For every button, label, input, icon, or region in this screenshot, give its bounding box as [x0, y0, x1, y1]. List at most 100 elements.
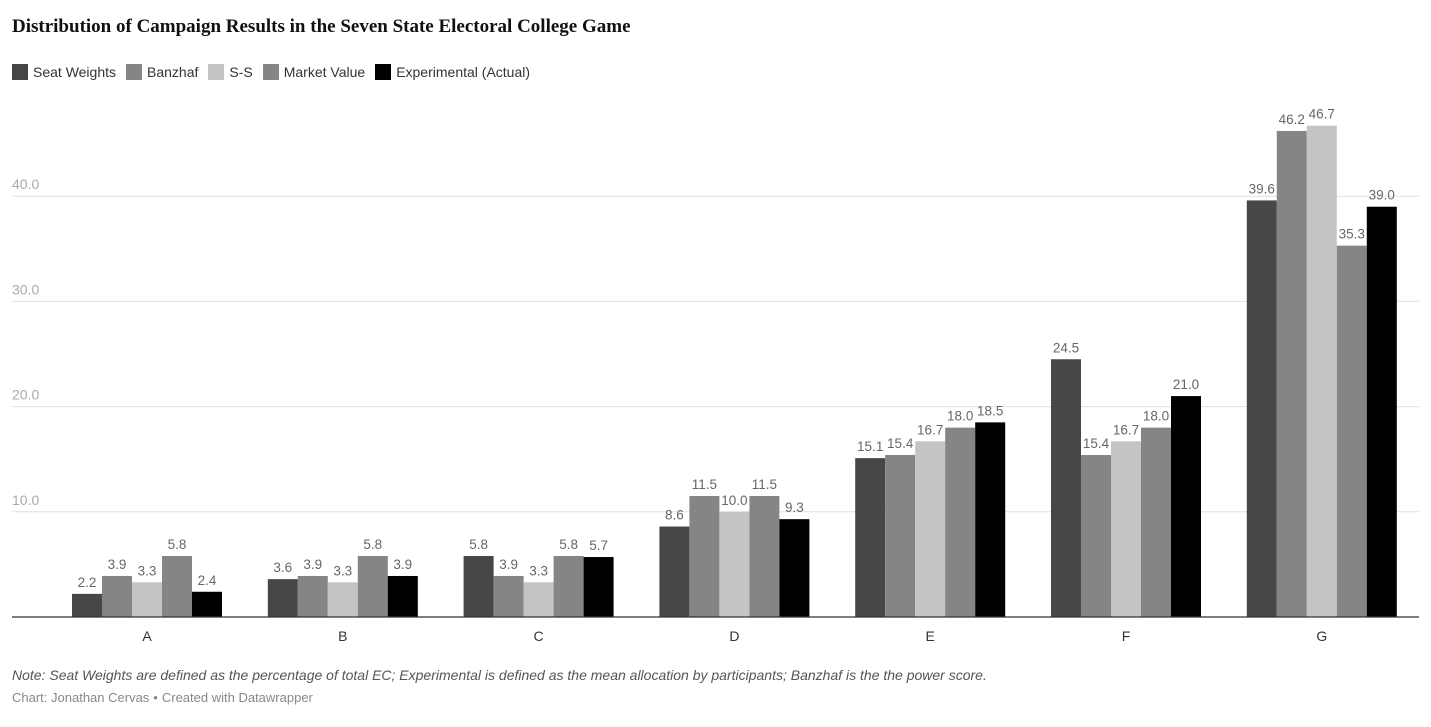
y-tick-label: 40.0	[12, 176, 39, 192]
legend-swatch	[208, 64, 225, 80]
x-tick-label: G	[1316, 628, 1327, 644]
data-label: 5.8	[168, 537, 187, 552]
bar	[327, 582, 358, 617]
x-tick-label: D	[729, 628, 739, 644]
bar	[1276, 130, 1307, 617]
credit-author: Chart: Jonathan Cervas	[12, 690, 150, 705]
data-label: 21.0	[1173, 377, 1199, 392]
x-tick-label: C	[534, 628, 544, 644]
bar	[357, 555, 388, 617]
legend: Seat Weights Banzhaf S-S Market Value Ex…	[12, 64, 540, 80]
data-label: 15.4	[887, 436, 914, 451]
data-label: 18.5	[977, 403, 1003, 418]
chart-credit: Chart: Jonathan Cervas • Created with Data…	[12, 690, 313, 705]
data-label: 46.2	[1279, 112, 1305, 127]
legend-item-seat-weights: Seat Weights	[12, 64, 116, 80]
bar	[975, 422, 1006, 617]
legend-label: S-S	[229, 64, 253, 80]
data-label: 3.9	[393, 557, 412, 572]
legend-item-market-value: Market Value	[262, 64, 366, 80]
legend-swatch	[375, 64, 392, 80]
data-label: 39.6	[1249, 181, 1275, 196]
bar	[749, 496, 780, 617]
chart-note: Note: Seat Weights are defined as the pe…	[12, 667, 987, 683]
bar	[553, 555, 584, 617]
bar	[1141, 427, 1171, 617]
bar	[493, 575, 524, 617]
data-label: 3.3	[529, 563, 548, 578]
bar	[1111, 441, 1141, 617]
credit-tool: Created with Datawrapper	[161, 690, 313, 705]
data-label: 2.4	[198, 573, 217, 588]
chart-title: Distribution of Campaign Results in the …	[12, 16, 631, 37]
bar	[387, 575, 418, 617]
data-label: 24.5	[1053, 340, 1079, 355]
data-label: 16.7	[1113, 422, 1139, 437]
data-label: 3.3	[138, 563, 157, 578]
bar-chart: 10.0 20.0 30.0 40.0 2.2 3.6 5.8 8.6 15.1 24.5 39.6…	[12, 107, 1419, 644]
data-label: 16.7	[917, 422, 943, 437]
bar	[1246, 200, 1277, 617]
data-label: 3.9	[108, 557, 127, 572]
data-label: 18.0	[1143, 409, 1169, 424]
legend-label: Market Value	[283, 64, 366, 80]
bar	[1306, 125, 1337, 617]
bar	[1336, 245, 1367, 618]
bar	[855, 458, 886, 617]
bar	[162, 555, 192, 617]
bar	[1171, 396, 1201, 617]
data-label: 5.7	[589, 538, 608, 553]
legend-item-s-s: S-S	[208, 64, 253, 80]
legend-label: Experimental (Actual)	[396, 64, 531, 80]
data-label: 39.0	[1369, 188, 1395, 203]
data-label: 5.8	[363, 537, 382, 552]
legend-swatch	[262, 64, 279, 80]
data-label: 8.6	[665, 508, 684, 523]
x-tick-label: A	[142, 628, 152, 644]
data-label: 10.0	[721, 493, 747, 508]
x-tick-label: B	[338, 628, 347, 644]
data-label: 5.8	[469, 537, 488, 552]
y-tick-label: 10.0	[12, 492, 39, 508]
data-label: 9.3	[785, 500, 804, 515]
legend-item-experimental: Experimental (Actual)	[375, 64, 530, 80]
bar	[267, 579, 298, 617]
legend-label: Banzhaf	[147, 64, 199, 80]
legend-label: Seat Weights	[33, 64, 117, 80]
data-label: 5.8	[559, 537, 578, 552]
bar	[1051, 359, 1081, 617]
bar	[132, 582, 162, 617]
bar	[192, 591, 222, 617]
bar	[72, 593, 102, 617]
data-label: 46.7	[1309, 107, 1335, 122]
bar	[659, 526, 690, 617]
legend-swatch	[126, 64, 143, 80]
data-label: 3.3	[333, 563, 352, 578]
bar	[463, 555, 494, 617]
data-label: 18.0	[947, 409, 973, 424]
x-tick-label: F	[1122, 628, 1131, 644]
bar	[719, 511, 750, 617]
data-label: 3.9	[303, 557, 322, 572]
bar	[1081, 454, 1111, 617]
bar	[915, 441, 946, 617]
bar	[1366, 206, 1397, 617]
legend-swatch	[12, 64, 28, 80]
data-label: 35.3	[1339, 227, 1365, 242]
data-label: 15.4	[1083, 436, 1110, 451]
data-label: 11.5	[752, 477, 777, 492]
bar	[689, 496, 720, 617]
bar	[945, 427, 976, 617]
data-label: 3.9	[499, 557, 518, 572]
bar	[885, 454, 916, 617]
y-tick-label: 30.0	[12, 281, 39, 297]
data-label: 2.2	[78, 575, 97, 590]
data-label: 11.5	[692, 477, 717, 492]
data-label: 3.6	[273, 560, 292, 575]
bar	[523, 582, 554, 617]
bar	[583, 557, 614, 617]
data-label: 15.1	[857, 439, 883, 454]
bar	[779, 519, 810, 617]
y-tick-label: 20.0	[12, 387, 39, 403]
x-tick-label: E	[926, 628, 935, 644]
